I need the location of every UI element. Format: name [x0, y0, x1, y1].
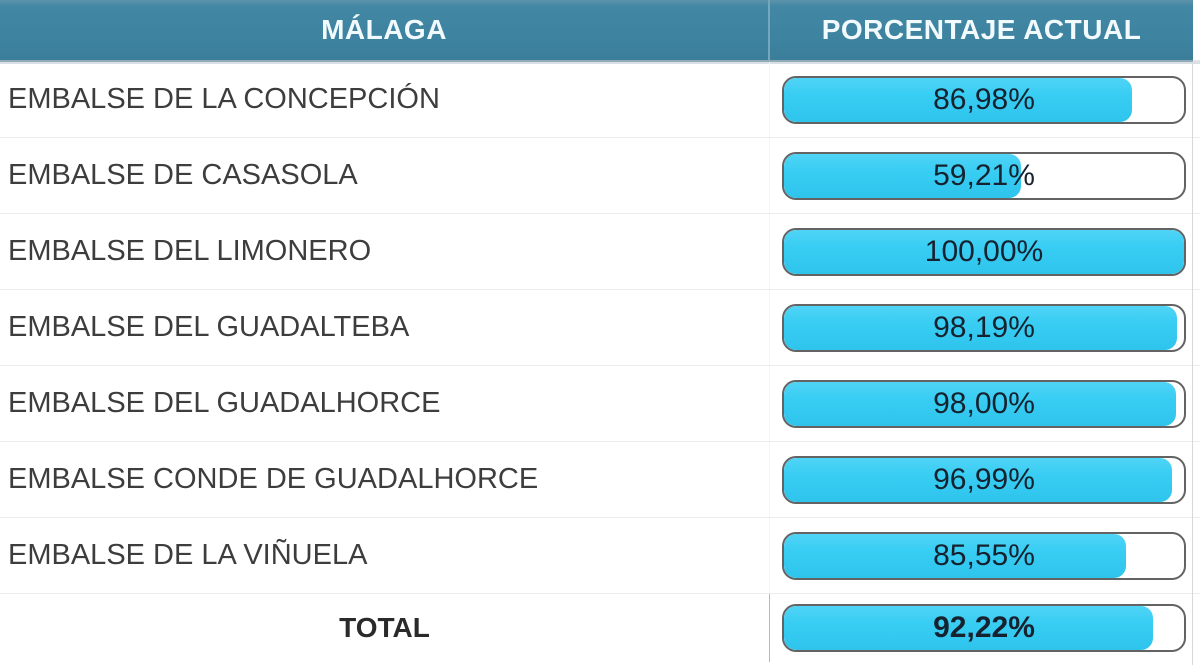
bar-cell: 96,99% [770, 442, 1193, 517]
percentage-value: 98,00% [933, 386, 1035, 420]
table-row: EMBALSE DEL GUADALHORCE 98,00% [0, 366, 1200, 442]
table-row: EMBALSE CONDE DE GUADALHORCE 96,99% [0, 442, 1200, 518]
progress-fill [784, 229, 1184, 274]
bar-cell: 92,22% [770, 594, 1193, 662]
percentage-value: 96,99% [933, 462, 1035, 496]
table-row: EMBALSE DE LA VIÑUELA 85,55% [0, 518, 1200, 594]
progress-bar: 86,98% [782, 75, 1186, 124]
percentage-value: 85,55% [933, 538, 1035, 572]
progress-fill [784, 305, 1177, 350]
table-row: EMBALSE DE LA CONCEPCIÓN 86,98% [0, 62, 1200, 138]
reservoir-name: EMBALSE DE LA CONCEPCIÓN [0, 62, 770, 137]
reservoir-name: EMBALSE DEL LIMONERO [0, 214, 770, 289]
progress-fill [784, 77, 1132, 122]
reservoir-name: EMBALSE DEL GUADALTEBA [0, 290, 770, 365]
percentage-value: 86,98% [933, 82, 1035, 116]
progress-bar: 100,00% [782, 227, 1186, 276]
right-edge-divider [1192, 64, 1193, 665]
reservoir-name: EMBALSE DE CASASOLA [0, 138, 770, 213]
bar-cell: 98,19% [770, 290, 1193, 365]
bar-cell: 98,00% [770, 366, 1193, 441]
reservoir-name: EMBALSE DEL GUADALHORCE [0, 366, 770, 441]
percentage-value: 98,19% [933, 310, 1035, 344]
table-row: EMBALSE DEL GUADALTEBA 98,19% [0, 290, 1200, 366]
bar-cell: 59,21% [770, 138, 1193, 213]
total-percentage-value: 92,22% [933, 611, 1035, 644]
table-row: EMBALSE DE CASASOLA 59,21% [0, 138, 1200, 214]
reservoir-name: EMBALSE DE LA VIÑUELA [0, 518, 770, 593]
progress-bar: 98,19% [782, 303, 1186, 352]
total-row: TOTAL 92,22% [0, 594, 1200, 662]
progress-fill [784, 457, 1172, 502]
total-label: TOTAL [0, 594, 770, 662]
total-progress-bar: 92,22% [782, 604, 1186, 652]
progress-fill [784, 606, 1153, 650]
progress-fill [784, 533, 1127, 578]
table-row: EMBALSE DEL LIMONERO 100,00% [0, 214, 1200, 290]
progress-bar: 85,55% [782, 531, 1186, 580]
header-right-gap [1193, 0, 1200, 62]
progress-bar: 96,99% [782, 455, 1186, 504]
bar-cell: 100,00% [770, 214, 1193, 289]
percentage-value: 100,00% [924, 234, 1044, 268]
header-malaga: MÁLAGA [0, 0, 770, 60]
bar-cell: 85,55% [770, 518, 1193, 593]
progress-bar: 59,21% [782, 151, 1186, 200]
table-header: MÁLAGA PORCENTAJE ACTUAL [0, 0, 1200, 62]
header-porcentaje-actual: PORCENTAJE ACTUAL [821, 14, 1142, 45]
reservoir-name: EMBALSE CONDE DE GUADALHORCE [0, 442, 770, 517]
bar-cell: 86,98% [770, 62, 1193, 137]
progress-fill [784, 381, 1176, 426]
progress-fill [784, 153, 1021, 198]
progress-bar: 98,00% [782, 379, 1186, 428]
percentage-value: 59,21% [933, 158, 1035, 192]
